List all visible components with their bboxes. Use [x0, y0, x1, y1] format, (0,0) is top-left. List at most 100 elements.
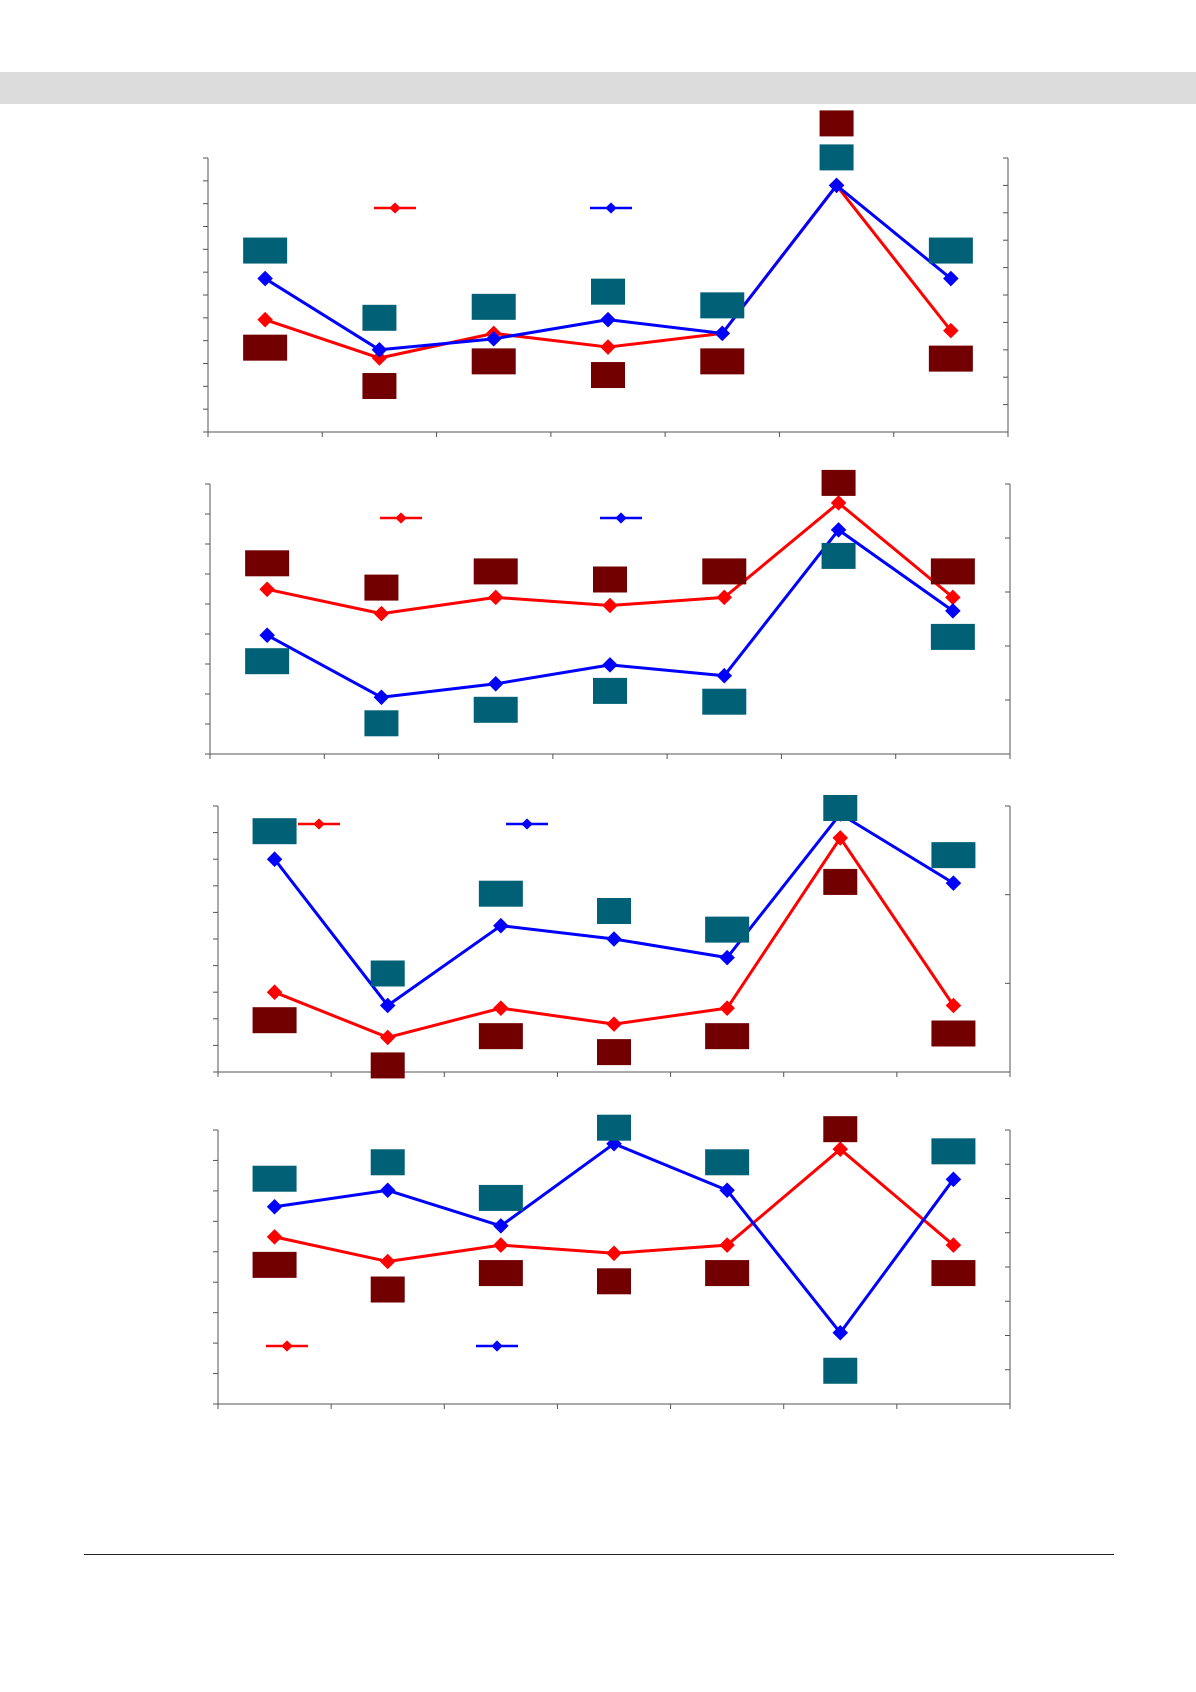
data-label-box [364, 574, 399, 601]
data-point [719, 949, 735, 966]
header-band [0, 72, 1196, 104]
data-point [266, 984, 283, 1000]
data-label-box [823, 868, 858, 895]
data-label-box [700, 348, 745, 375]
data-point [379, 1253, 396, 1270]
data-label-box [930, 623, 975, 650]
data-point [373, 689, 390, 706]
data-label-box [819, 110, 854, 137]
data-point [379, 1029, 396, 1046]
data-label-box [243, 334, 288, 361]
data-label-box [252, 1251, 297, 1278]
legend-entry-1 [266, 1340, 308, 1352]
data-label-box [597, 1114, 631, 1141]
data-label-box [245, 550, 290, 577]
data-point [487, 589, 504, 606]
data-label-box [252, 1165, 297, 1192]
data-label-box [471, 348, 516, 375]
data-point [257, 270, 273, 287]
footer-rule [84, 1554, 1114, 1555]
series-line [264, 183, 953, 360]
legend-entry-1 [380, 512, 422, 524]
series-2 [252, 1114, 976, 1384]
data-label-box [473, 696, 518, 723]
data-label-box [931, 1138, 976, 1165]
data-point [373, 605, 390, 622]
chart-3-axes [213, 805, 1011, 1077]
data-label-box [252, 1007, 297, 1034]
legend-marker [281, 1340, 293, 1352]
data-label-box [362, 304, 397, 331]
series-1 [252, 830, 976, 1079]
series-2 [243, 144, 973, 358]
data-label-box [478, 1023, 523, 1050]
chart-1-axes [203, 157, 1009, 437]
data-label-box [252, 818, 297, 845]
data-label-box [702, 688, 747, 715]
data-point [493, 1237, 509, 1253]
data-label-box [591, 362, 625, 389]
data-label-box [370, 960, 405, 987]
legend-marker [615, 512, 627, 524]
data-label-box [700, 292, 745, 319]
series-2 [245, 522, 975, 737]
data-point [600, 339, 616, 355]
line-chart-4 [213, 1114, 1011, 1409]
legend-entry-2 [506, 818, 548, 830]
legend-entry-1 [374, 202, 416, 214]
data-point [716, 589, 733, 606]
data-label-box [370, 1052, 405, 1079]
data-label-box [821, 469, 856, 496]
data-point [606, 1016, 622, 1032]
data-point [945, 589, 961, 606]
data-point [606, 1245, 622, 1262]
data-label-box [245, 648, 290, 675]
data-point [257, 311, 273, 328]
data-point [830, 522, 847, 538]
legend-marker [313, 818, 325, 830]
data-point [719, 1182, 735, 1199]
data-label-box [473, 558, 518, 585]
line-chart-2 [205, 469, 1011, 759]
data-point [600, 311, 616, 328]
data-label-box [928, 237, 973, 264]
data-label-box [478, 1184, 523, 1211]
data-point [266, 1229, 283, 1245]
data-point [259, 581, 275, 598]
data-label-box [705, 916, 750, 943]
data-point [945, 997, 962, 1014]
data-label-box [705, 1149, 750, 1176]
data-point [832, 830, 849, 846]
legend-entry-1 [298, 818, 340, 830]
data-label-box [593, 566, 627, 593]
data-point [606, 931, 622, 947]
data-point [716, 667, 733, 684]
data-label-box [702, 558, 747, 585]
series-1 [243, 110, 973, 400]
data-label-box [823, 1116, 858, 1143]
data-label-box [471, 293, 516, 320]
data-label-box [597, 1039, 631, 1066]
data-point [266, 1198, 283, 1215]
data-point [945, 875, 962, 891]
legend-marker [605, 202, 617, 214]
legend-entry-2 [590, 202, 632, 214]
data-label-box [370, 1149, 405, 1176]
data-point [487, 676, 504, 692]
data-point [493, 1000, 509, 1016]
data-point [832, 1141, 849, 1157]
data-label-box [705, 1260, 750, 1287]
data-point [719, 1237, 735, 1253]
data-label-box [591, 278, 625, 305]
data-label-box [593, 677, 627, 704]
data-point [493, 1218, 509, 1234]
data-point [828, 177, 845, 194]
data-label-box [243, 237, 288, 264]
series-1 [252, 1116, 976, 1303]
data-label-box [931, 842, 976, 869]
data-label-box [930, 558, 975, 585]
data-label-box [931, 1020, 976, 1047]
data-label-box [597, 1268, 631, 1295]
data-label-box [931, 1260, 976, 1287]
